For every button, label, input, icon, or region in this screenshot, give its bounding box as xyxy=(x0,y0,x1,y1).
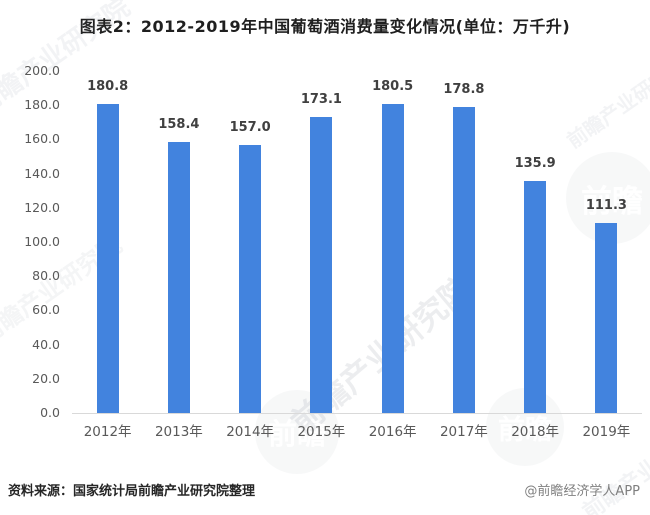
y-tick-label: 100.0 xyxy=(24,234,60,249)
y-tick-label: 40.0 xyxy=(32,336,60,352)
bar-value-label: 135.9 xyxy=(514,155,556,171)
x-axis-line xyxy=(72,413,642,414)
bar-2018年 xyxy=(524,180,547,413)
bar-2019年 xyxy=(595,222,618,413)
y-tick-label: 60.0 xyxy=(32,302,60,318)
bar-value-label: 111.3 xyxy=(585,197,627,213)
bar-value-label: 157.0 xyxy=(229,119,271,135)
x-axis-label: 2015年 xyxy=(297,424,346,440)
y-tick-label: 20.0 xyxy=(32,370,60,386)
x-axis-label: 2014年 xyxy=(226,424,275,440)
x-axis-label: 2016年 xyxy=(368,424,417,440)
bar-value-label: 173.1 xyxy=(300,91,342,107)
y-tick-label: 180.0 xyxy=(24,97,60,113)
y-tick-label: 200.0 xyxy=(24,63,60,78)
bar-value-label: 178.8 xyxy=(443,82,485,98)
bar-2012年 xyxy=(96,103,119,413)
bar-2015年 xyxy=(310,116,333,413)
x-axis-label: 2019年 xyxy=(582,424,631,440)
bar-2014年 xyxy=(239,144,262,413)
x-axis-label: 2012年 xyxy=(83,424,132,440)
chart-title: 图表2：2012-2019年中国葡萄酒消费量变化情况(单位：万千升) xyxy=(79,17,571,36)
watermark-text: 前瞻产业研究院 xyxy=(562,52,650,153)
y-tick-label: 140.0 xyxy=(24,165,60,181)
x-axis-label: 2017年 xyxy=(439,424,488,440)
bar-2017年 xyxy=(452,107,475,413)
y-tick-label: 0.0 xyxy=(40,405,60,420)
x-axis-label: 2018年 xyxy=(511,424,560,440)
bar-2016年 xyxy=(381,104,404,413)
y-tick-label: 80.0 xyxy=(32,268,60,284)
bar-2013年 xyxy=(167,142,190,413)
y-tick-label: 160.0 xyxy=(24,131,60,147)
bar-value-label: 180.5 xyxy=(372,79,414,95)
x-axis-label: 2013年 xyxy=(154,424,203,440)
bar-value-label: 158.4 xyxy=(158,117,200,133)
bar-value-label: 180.8 xyxy=(87,78,129,94)
y-tick-label: 120.0 xyxy=(24,199,60,215)
credit-note: @前瞻经济学人APP xyxy=(524,484,640,499)
source-note: 资料来源：国家统计局前瞻产业研究院整理 xyxy=(8,484,256,499)
